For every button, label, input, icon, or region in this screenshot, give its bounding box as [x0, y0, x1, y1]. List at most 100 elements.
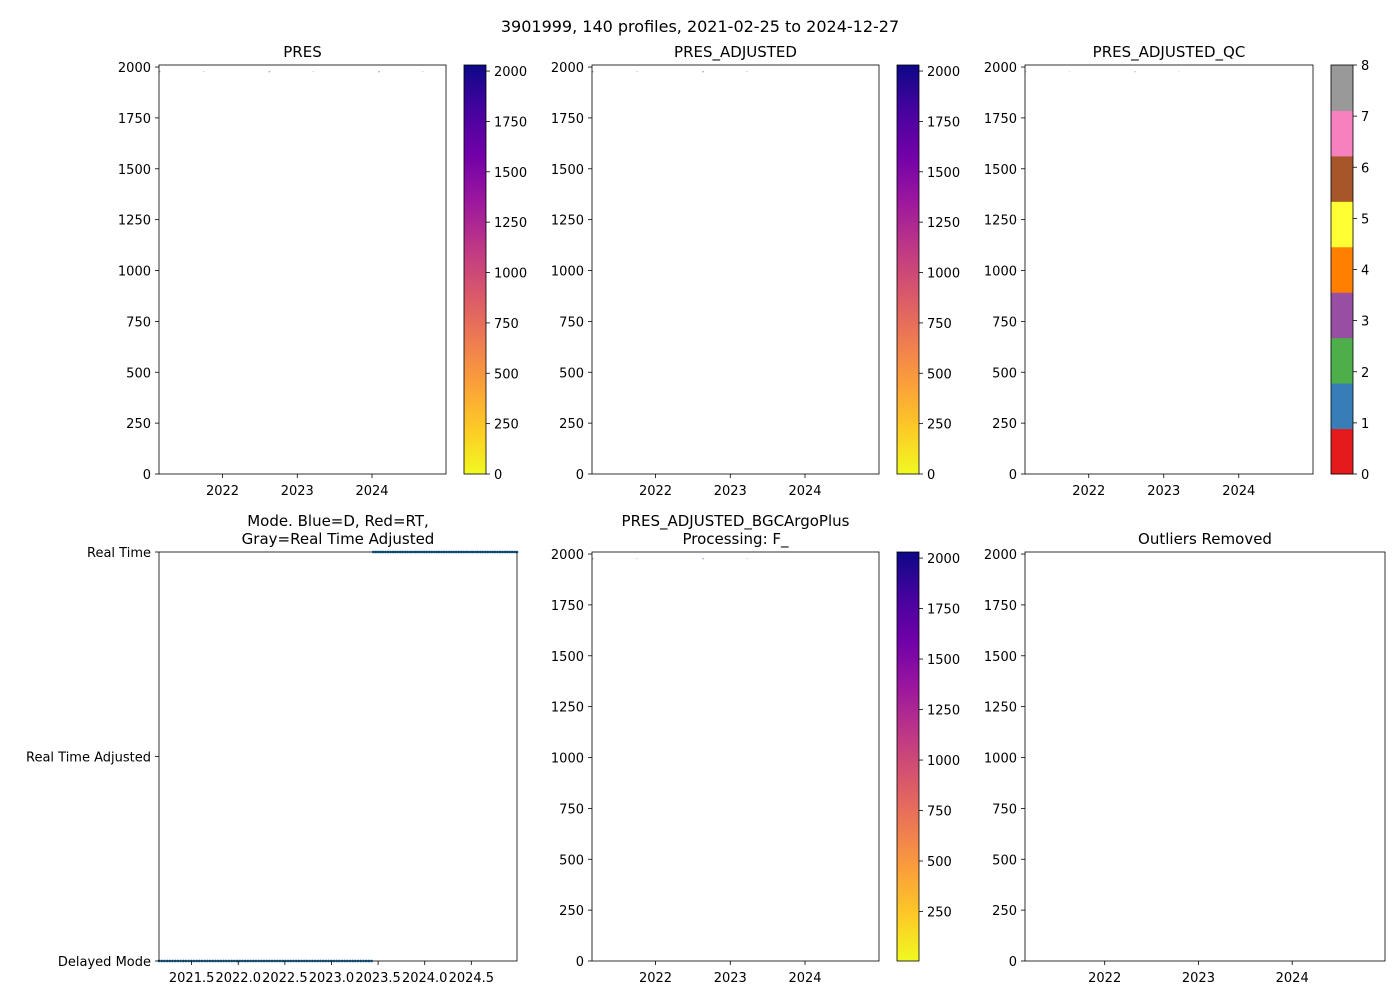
y-tick-label: 1500: [984, 163, 1017, 178]
panel-title: Outliers Removed: [1138, 530, 1272, 548]
colorbar-tick-label: 1250: [927, 704, 960, 719]
surface-void: [716, 552, 725, 557]
x-tick-label: 2022: [206, 484, 239, 499]
y-tick-label: 1000: [118, 265, 151, 280]
colorbar-frame: [1330, 64, 1354, 475]
colorbar-tick-label: 1000: [494, 267, 527, 282]
y-tick-label: Real Time Adjusted: [26, 751, 151, 766]
y-tick-label: 1750: [551, 112, 584, 127]
y-tick-label: Real Time: [87, 546, 151, 561]
colorbar-tick-label: 750: [927, 805, 952, 820]
surface-void: [429, 65, 442, 70]
surface-void: [188, 65, 211, 70]
panel-title: PRES_ADJUSTED_QC: [1093, 43, 1246, 62]
x-tick-label: 2024: [788, 971, 821, 986]
y-tick-label: 1500: [118, 163, 151, 178]
colorbar: 250 500 750 1000 1250 1500 1750 2000: [896, 551, 960, 962]
y-tick-label: 2000: [984, 548, 1017, 563]
x-tick-label: 2023: [1182, 971, 1215, 986]
y-tick-label: 1500: [551, 163, 584, 178]
colorbar-tick-label: 1: [1361, 417, 1369, 432]
y-tick-label: 1250: [118, 214, 151, 229]
x-tick-label: 2021.5: [169, 971, 215, 986]
y-tick-label: 1000: [984, 752, 1017, 767]
x-tick-label: 2022.0: [215, 971, 261, 986]
panel-title: Processing: F_: [682, 530, 789, 549]
colorbar-tick-label: 5: [1361, 212, 1369, 227]
y-tick-label: 1750: [118, 112, 151, 127]
colorbar-gradient: [897, 65, 919, 474]
y-tick-label: 0: [1009, 955, 1017, 970]
profile-bottom: [702, 71, 704, 73]
y-tick-label: 0: [1009, 468, 1017, 483]
x-tick-label: 2022: [1088, 971, 1121, 986]
y-tick-label: 1500: [984, 650, 1017, 665]
panel-pres: PRES 2022 2023 2024 0 250 500 750 1000 1250 1500 17…: [118, 43, 527, 499]
colorbar-gradient: [897, 552, 919, 961]
surface-void: [351, 65, 357, 70]
y-tick-label: 1750: [984, 112, 1017, 127]
colorbar-segment: [1331, 65, 1353, 111]
colorbar-segment: [1331, 428, 1353, 475]
colorbar-tick-label: 1000: [927, 754, 960, 769]
colorbar-tick-label: 500: [927, 855, 952, 870]
y-tick-label: 1000: [551, 265, 584, 280]
colorbar-segment: [1331, 292, 1353, 339]
colorbar-segment: [1331, 383, 1353, 430]
colorbar-tick-label: 4: [1361, 264, 1369, 279]
y-tick-label: 250: [126, 417, 151, 432]
panel-pres_adjusted: PRES_ADJUSTED 2022 2023 2024 0 250 500 750 1000 1…: [551, 43, 960, 499]
x-tick-label: 2024.5: [449, 971, 495, 986]
heatmap-layer: [159, 65, 442, 474]
y-tick-label: 0: [143, 468, 151, 483]
colorbar-tick-label: 0: [927, 468, 935, 483]
y-tick-label: 750: [126, 315, 151, 330]
colorbar-tick-label: 750: [927, 317, 952, 332]
y-tick-label: 2000: [118, 61, 151, 76]
y-tick-label: 1750: [551, 599, 584, 614]
colorbar-tick-label: 750: [494, 317, 519, 332]
surface-void: [621, 552, 644, 557]
y-tick-label: 250: [559, 417, 584, 432]
x-tick-label: 2022: [639, 484, 672, 499]
surface-void: [283, 65, 292, 70]
panel-title: PRES_ADJUSTED_BGCArgoPlus: [622, 512, 850, 531]
colorbar-segment: [1331, 201, 1353, 248]
axes-frame: [1024, 551, 1386, 962]
profile-bottom: [378, 71, 380, 73]
panel-title: Mode. Blue=D, Red=RT,: [247, 512, 429, 530]
colorbar: 0 250 500 750 1000 1250 1500 1750 2000: [896, 64, 960, 483]
colorbar-frame: [896, 551, 920, 962]
colorbar-tick-label: 1750: [927, 115, 960, 130]
x-tick-label: 2023: [714, 484, 747, 499]
axes-frame: [158, 64, 447, 475]
surface-void: [716, 65, 725, 70]
colorbar-tick-label: 0: [1361, 468, 1369, 483]
x-tick-label: 2022: [1072, 484, 1105, 499]
y-tick-label: 1250: [551, 214, 584, 229]
y-tick-label: 1000: [984, 265, 1017, 280]
colorbar-segment: [1331, 337, 1353, 384]
colorbar-tick-label: 1500: [927, 653, 960, 668]
x-tick-label: 2023.0: [309, 971, 355, 986]
y-tick-label: 2000: [551, 548, 584, 563]
x-tick-label: 2024: [1222, 484, 1255, 499]
y-tick-label: 1250: [984, 214, 1017, 229]
y-tick-label: 250: [559, 904, 584, 919]
y-tick-label: 2000: [551, 61, 584, 76]
x-tick-label: 2022: [639, 971, 672, 986]
y-tick-label: 750: [992, 315, 1017, 330]
profile-bottom: [1025, 71, 1027, 73]
profile-bottom: [702, 558, 704, 560]
panel-title: PRES: [283, 43, 321, 61]
colorbar-tick-label: 1750: [927, 603, 960, 618]
panel-title: PRES_ADJUSTED: [674, 43, 797, 62]
y-tick-label: 500: [559, 366, 584, 381]
panel-outliers: Outliers Removed 2022 2023 2024 0 250 500 750 10…: [984, 530, 1386, 986]
heatmap-layer: [592, 552, 748, 961]
axes-frame: [591, 551, 880, 962]
colorbar-segment: [1331, 155, 1353, 202]
